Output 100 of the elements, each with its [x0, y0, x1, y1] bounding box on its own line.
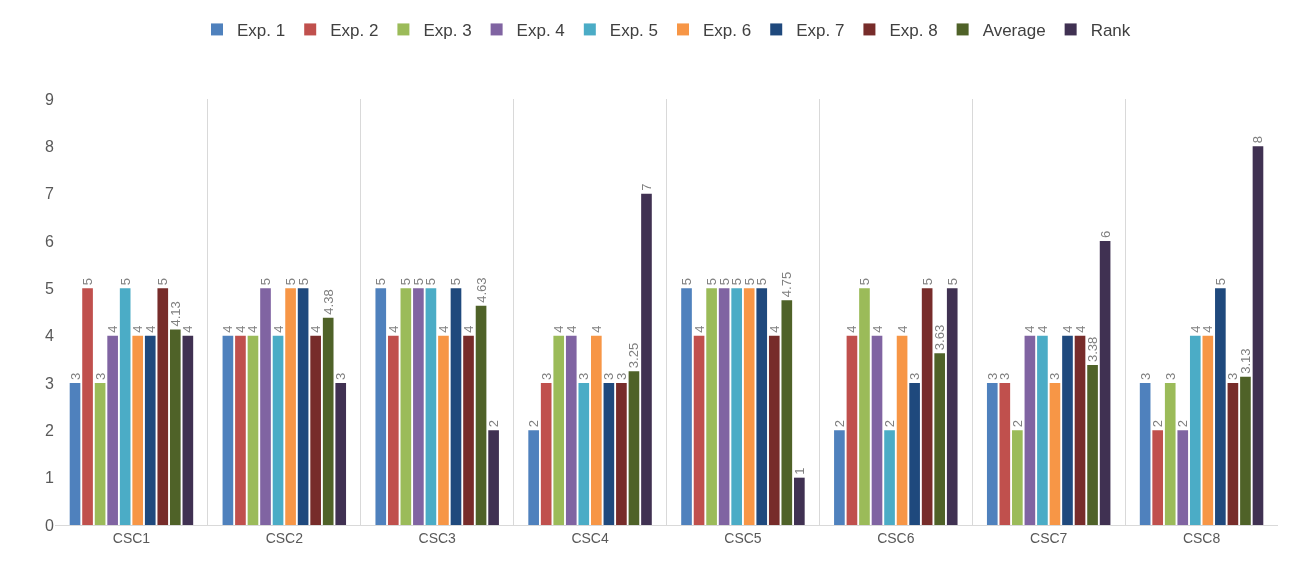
bar [322, 317, 334, 525]
data-label: 3 [67, 372, 83, 380]
data-label: 5 [258, 278, 274, 286]
bar [132, 335, 144, 525]
data-label: 5 [856, 278, 872, 286]
legend-label: Exp. 3 [423, 21, 472, 41]
bar [310, 335, 321, 525]
data-label: 2 [831, 420, 847, 428]
bar [834, 430, 845, 525]
bar [1099, 241, 1111, 525]
bar [540, 383, 552, 525]
bar [94, 383, 106, 525]
bar [1087, 365, 1098, 525]
bar [107, 335, 118, 525]
data-label: 4.38 [320, 289, 336, 315]
data-label: 3 [984, 372, 1000, 380]
bar [1215, 288, 1226, 525]
bar [743, 288, 755, 525]
data-label: 1 [791, 467, 807, 475]
data-label: 3 [1137, 372, 1153, 380]
legend-label: Rank [1090, 21, 1131, 41]
data-label: 4 [766, 325, 782, 333]
data-label: 3.13 [1237, 348, 1253, 374]
data-label: 3 [333, 372, 349, 380]
bar [475, 305, 487, 525]
bar [260, 288, 271, 525]
bar [1177, 430, 1189, 525]
data-label: 5 [679, 278, 695, 286]
bar [616, 383, 627, 525]
bar [82, 288, 93, 525]
data-label: 4 [308, 325, 324, 333]
bar [603, 383, 615, 525]
y-tick-label: 4 [45, 327, 55, 345]
bar [706, 288, 717, 525]
data-label: 4.75 [779, 271, 795, 298]
y-tick-label: 8 [45, 137, 55, 155]
bar [718, 288, 730, 525]
data-label: 3 [1162, 372, 1178, 380]
y-tick-label: 5 [45, 279, 55, 297]
data-label: 4.63 [473, 277, 489, 303]
bar [681, 288, 692, 525]
bar [693, 335, 705, 525]
y-tick-label: 3 [45, 374, 55, 392]
data-label: 4 [844, 325, 860, 333]
data-label: 3.38 [1085, 336, 1101, 363]
bar [641, 193, 652, 525]
bar [1012, 430, 1023, 525]
y-tick-label: 9 [45, 90, 55, 108]
data-label: 5 [155, 278, 171, 286]
data-label: 2 [1150, 420, 1166, 428]
data-label: 2 [882, 420, 898, 428]
legend-label: Exp. 6 [703, 21, 752, 41]
legend-label: Exp. 7 [796, 21, 845, 41]
data-label: 5 [373, 278, 389, 286]
bar [1037, 335, 1048, 525]
bar [781, 300, 793, 525]
bar [272, 335, 284, 525]
data-label: 5 [423, 278, 439, 286]
bar [387, 335, 399, 525]
data-label: 4 [1059, 325, 1075, 333]
data-label: 8 [1250, 136, 1266, 144]
bar [335, 383, 347, 525]
legend-label: Exp. 1 [237, 21, 286, 41]
data-label: 3 [997, 372, 1013, 380]
bar [119, 288, 131, 525]
bar [463, 335, 474, 525]
bar [488, 430, 499, 525]
data-label: 5 [1212, 278, 1228, 286]
bar [169, 329, 181, 525]
data-label: 3 [576, 372, 592, 380]
y-tick-label: 0 [45, 516, 55, 534]
data-label: 7 [638, 183, 654, 191]
bar [69, 383, 81, 525]
bar [413, 288, 424, 525]
data-label: 4.13 [167, 301, 183, 327]
data-label: 3 [907, 372, 923, 380]
data-label: 3 [538, 372, 554, 380]
legend-label: Average [982, 21, 1046, 41]
bar [438, 335, 449, 525]
x-tick-label: CSC1 [112, 529, 151, 546]
bar [182, 335, 194, 525]
data-label: 4 [270, 325, 286, 333]
bar [1062, 335, 1073, 525]
bar [565, 335, 577, 525]
y-tick-label: 1 [45, 469, 55, 487]
legend-label: Exp. 5 [609, 21, 659, 41]
bar [425, 288, 437, 525]
bar [999, 383, 1011, 525]
bar [1024, 335, 1036, 525]
bar [1074, 335, 1086, 525]
data-label: 4 [435, 325, 451, 333]
data-label: 4 [588, 325, 604, 333]
data-label: 5 [117, 278, 133, 286]
bar [375, 288, 387, 525]
bar [450, 288, 462, 525]
bar [1164, 383, 1176, 525]
data-label: 5 [754, 278, 770, 286]
bar [731, 288, 742, 525]
bar [1139, 383, 1151, 525]
bar [144, 335, 156, 525]
